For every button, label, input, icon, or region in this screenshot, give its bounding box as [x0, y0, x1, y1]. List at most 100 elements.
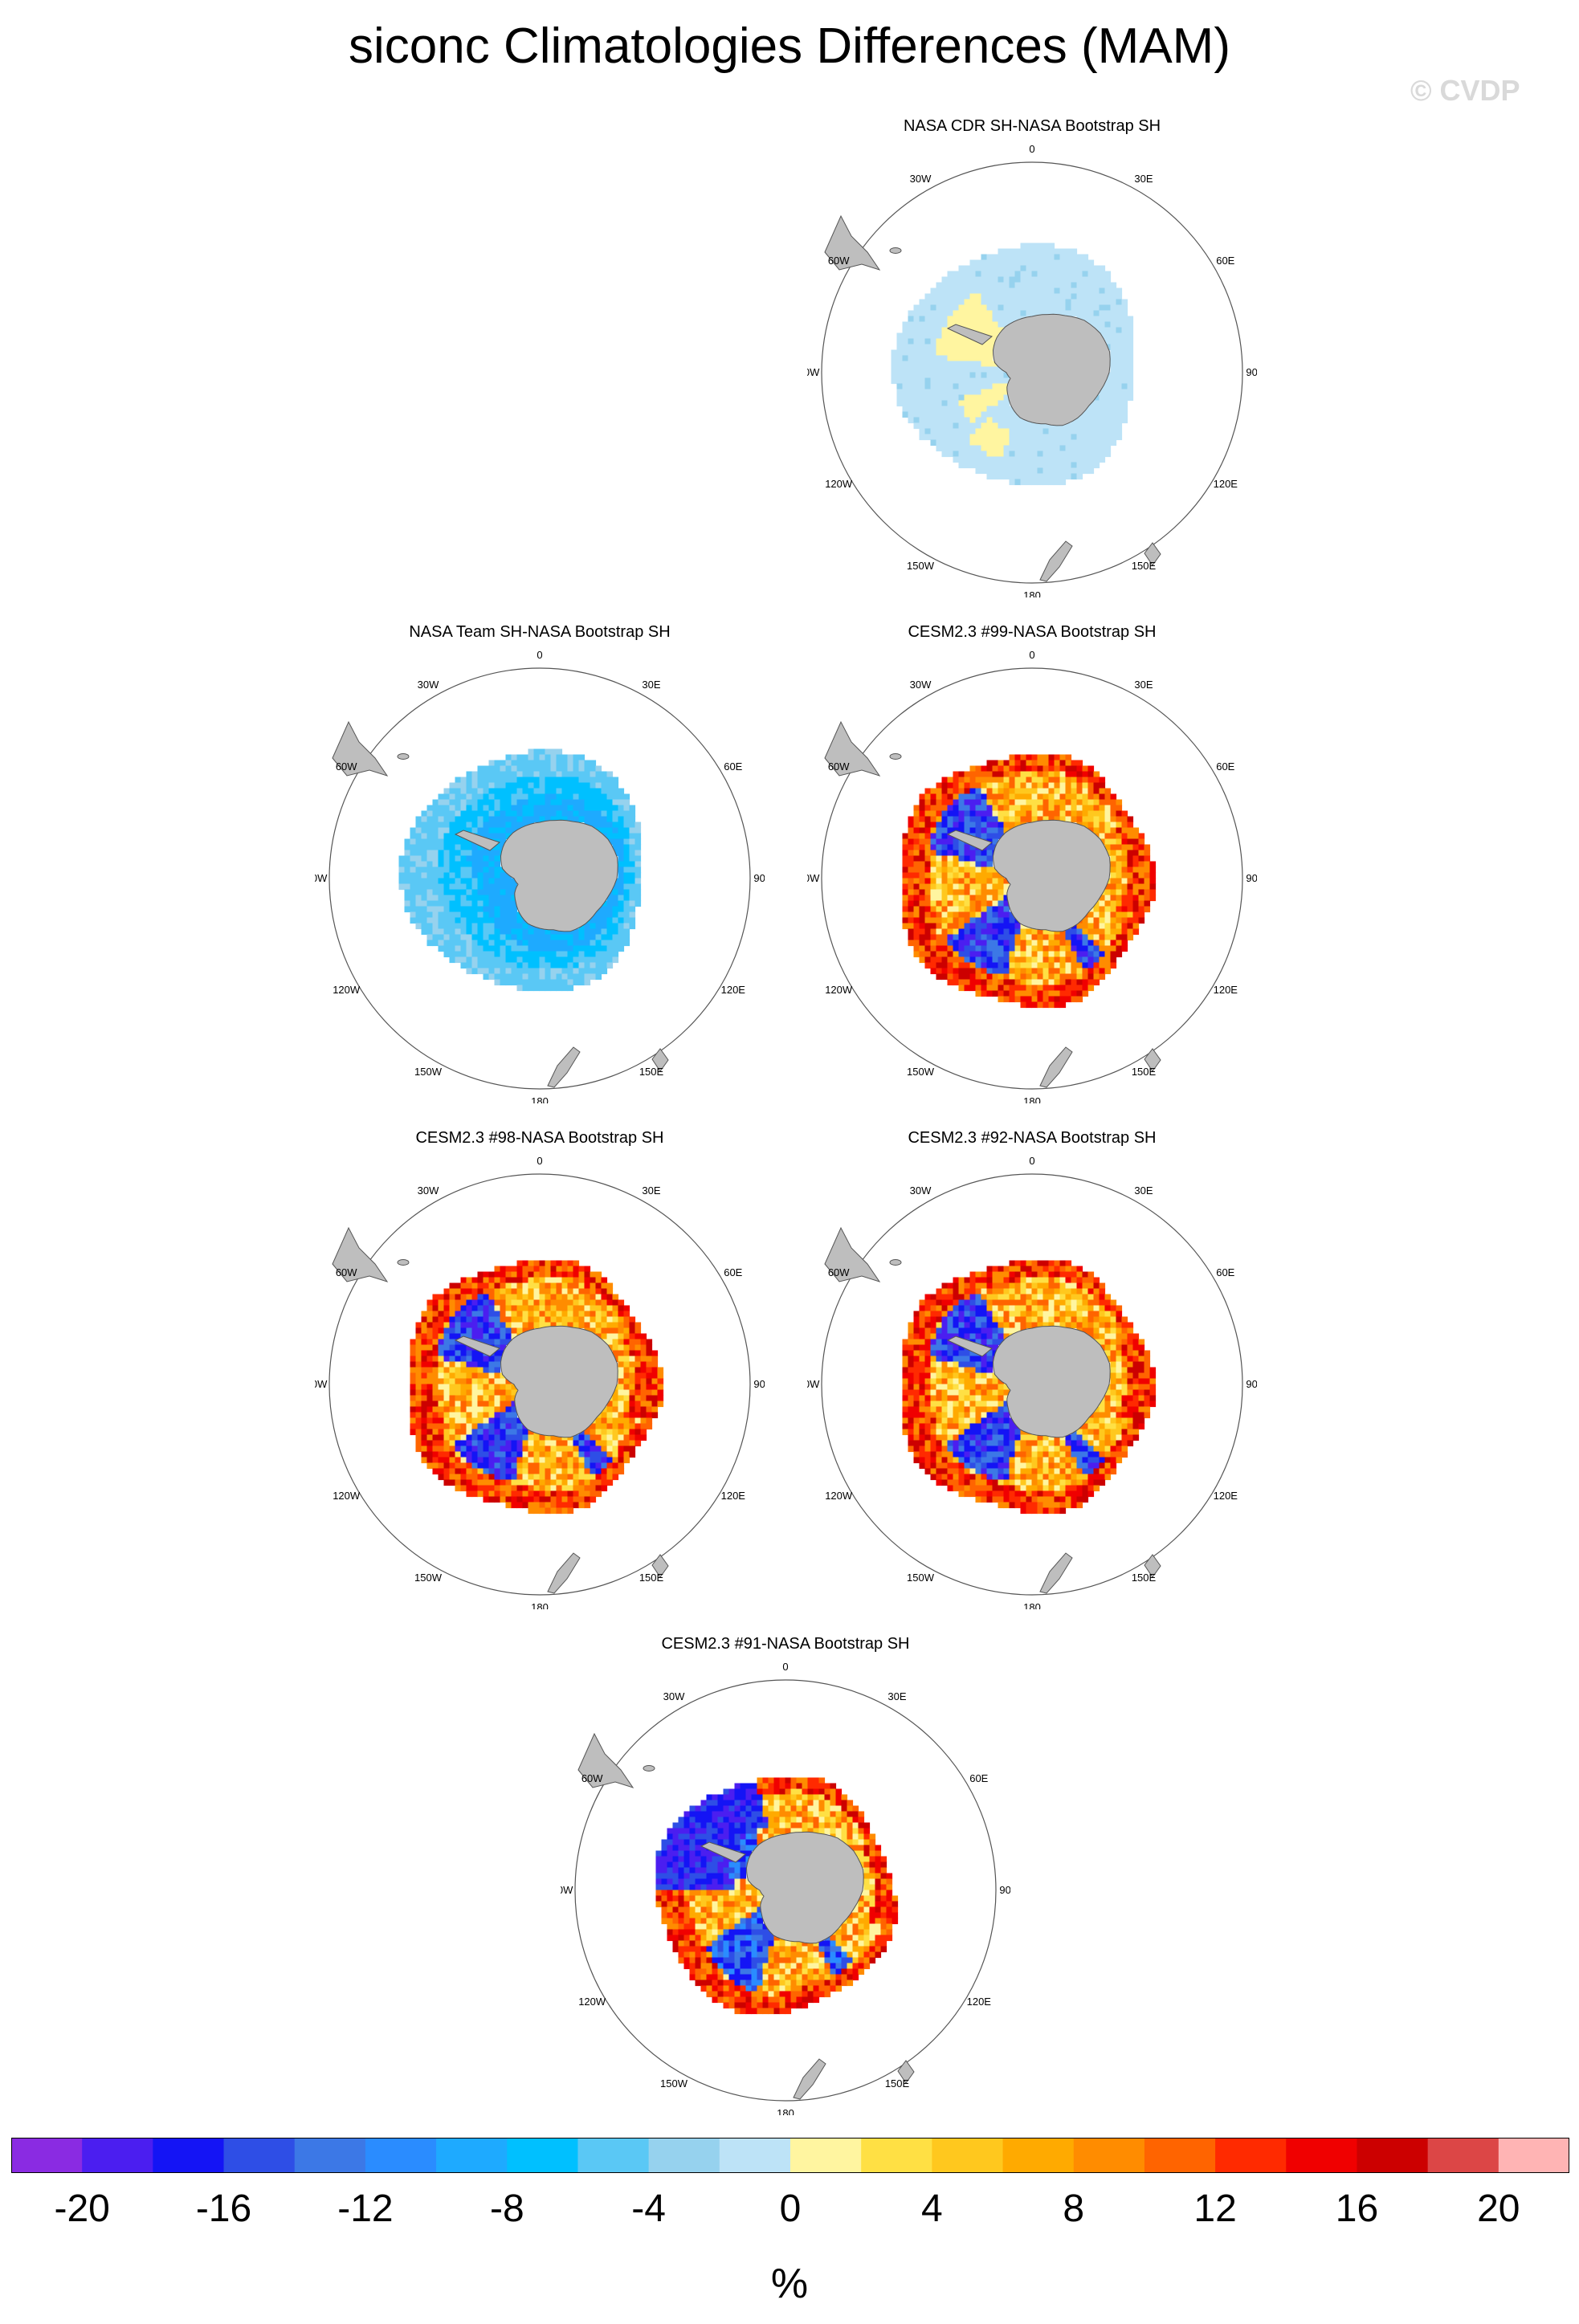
antarctica-landmass	[992, 313, 1111, 426]
longitude-label: 90W	[315, 872, 328, 884]
longitude-label: 150W	[907, 1066, 935, 1078]
falkland-islands	[889, 247, 902, 254]
colorbar-segment	[1215, 2138, 1287, 2173]
colorbar-segment	[11, 2138, 83, 2173]
colorbar-segment	[719, 2138, 791, 2173]
map-panel-1: NASA CDR SH-NASA Bootstrap SH 0 30E 60E 90E…	[807, 117, 1257, 599]
antarctic-peninsula	[946, 324, 994, 345]
tasmania-landmass	[1144, 1554, 1161, 1578]
south-america-landmass	[824, 1226, 881, 1282]
longitude-label: 150E	[1132, 560, 1157, 572]
longitude-label: 60W	[336, 760, 357, 773]
longitude-label: 150E	[639, 1572, 664, 1584]
tasmania-landmass	[897, 2060, 915, 2084]
antarctica-landmass	[500, 1325, 618, 1438]
colorbar-segment	[577, 2138, 650, 2173]
longitude-label: 60E	[1216, 760, 1234, 773]
antarctica-landmass	[500, 819, 618, 932]
longitude-label: 90W	[807, 366, 820, 378]
longitude-label: 0	[537, 649, 542, 661]
colorbar: -20 -16 -12 -8 -4 0 4 8 12 16 20	[11, 2138, 1569, 2230]
antarctica-landmass	[992, 819, 1111, 932]
new-zealand-landmass	[1039, 1552, 1073, 1594]
colorbar-segment	[790, 2138, 862, 2173]
colorbar-segment	[861, 2138, 932, 2173]
colorbar-segment	[294, 2138, 366, 2173]
longitude-label: 30W	[418, 679, 439, 691]
longitude-label: 120W	[333, 1490, 361, 1502]
colorbar-tick-label: 4	[921, 2187, 943, 2230]
colorbar-segment	[1073, 2138, 1145, 2173]
longitude-label: 120E	[1214, 1490, 1238, 1502]
panel-title: CESM2.3 #98-NASA Bootstrap SH	[415, 1129, 664, 1147]
longitude-label: 120E	[1214, 984, 1238, 996]
longitude-label: 90E	[753, 872, 765, 884]
longitude-label: 150E	[639, 1066, 664, 1078]
colorbar-segment	[1002, 2138, 1075, 2173]
antarctica-landmass	[745, 1831, 864, 1944]
colorbar-tick-label: -20	[55, 2187, 110, 2230]
longitude-label: 60E	[724, 760, 742, 773]
colorbar-tick-label: -8	[490, 2187, 524, 2230]
longitude-label: 180	[1023, 1095, 1041, 1103]
longitude-label: 60W	[828, 760, 850, 773]
south-america-landmass	[332, 720, 389, 777]
longitude-label: 120E	[967, 1996, 992, 2008]
longitude-label: 0	[1029, 143, 1034, 155]
tasmania-landmass	[1144, 1048, 1161, 1072]
longitude-label: 0	[1029, 1155, 1034, 1167]
longitude-label: 180	[531, 1601, 549, 1609]
polar-map: 0 30E 60E 90E 120E 150E 180 150W 120W 90W 60W 30W	[807, 649, 1257, 1103]
falkland-islands	[889, 1259, 902, 1266]
south-america-landmass	[332, 1226, 389, 1282]
longitude-label: 150W	[414, 1066, 443, 1078]
sea-ice-field	[655, 1777, 899, 2015]
longitude-label: 30W	[418, 1184, 439, 1197]
longitude-label: 150W	[907, 560, 935, 572]
map-panel-4: CESM2.3 #98-NASA Bootstrap SH 0 30E 60E 90E…	[315, 1129, 765, 1611]
colorbar-segment	[648, 2138, 720, 2173]
longitude-label: 30E	[887, 1690, 906, 1702]
polar-map: 0 30E 60E 90E 120E 150E 180 150W 120W 90W 60W 30W	[315, 1155, 765, 1609]
colorbar-segment	[1286, 2138, 1357, 2173]
longitude-label: 30E	[1134, 679, 1153, 691]
longitude-label: 120W	[825, 478, 853, 490]
colorbar-segment	[507, 2138, 578, 2173]
longitude-label: 180	[1023, 589, 1041, 597]
tasmania-landmass	[1144, 542, 1161, 566]
antarctic-peninsula	[946, 1335, 994, 1357]
tasmania-landmass	[651, 1048, 669, 1072]
longitude-label: 150E	[885, 2077, 910, 2090]
panel-title: CESM2.3 #99-NASA Bootstrap SH	[908, 623, 1157, 641]
colorbar-segment	[82, 2138, 153, 2173]
antarctic-peninsula	[700, 1841, 747, 1863]
longitude-label: 0	[782, 1661, 788, 1673]
longitude-label: 0	[537, 1155, 542, 1167]
map-panel-6: CESM2.3 #91-NASA Bootstrap SH 0 30E 60E 90E…	[561, 1635, 1010, 2117]
longitude-label: 90E	[753, 1378, 765, 1390]
longitude-label: 90E	[1246, 872, 1257, 884]
south-america-landmass	[577, 1732, 634, 1788]
panel-title: NASA CDR SH-NASA Bootstrap SH	[903, 117, 1161, 135]
longitude-label: 30E	[642, 679, 660, 691]
polar-map: 0 30E 60E 90E 120E 150E 180 150W 120W 90W 60W 30W	[315, 649, 765, 1103]
longitude-label: 120W	[578, 1996, 606, 2008]
tasmania-landmass	[651, 1554, 669, 1578]
longitude-label: 60E	[969, 1772, 988, 1784]
antarctic-peninsula	[946, 830, 994, 851]
longitude-label: 30W	[910, 173, 932, 185]
colorbar-segment	[223, 2138, 296, 2173]
longitude-label: 60W	[581, 1772, 603, 1784]
longitude-label: 60E	[1216, 255, 1234, 267]
antarctica-landmass	[992, 1325, 1111, 1438]
south-america-landmass	[824, 214, 881, 271]
longitude-label: 30E	[1134, 1184, 1153, 1197]
colorbar-segment	[153, 2138, 224, 2173]
longitude-label: 120E	[721, 1490, 746, 1502]
longitude-label: 120W	[825, 1490, 853, 1502]
south-america-landmass	[824, 720, 881, 777]
longitude-label: 90E	[1246, 1378, 1257, 1390]
falkland-islands	[397, 753, 410, 760]
colorbar-segment	[1357, 2138, 1429, 2173]
polar-map: 0 30E 60E 90E 120E 150E 180 150W 120W 90W 60W 30W	[561, 1661, 1010, 2115]
